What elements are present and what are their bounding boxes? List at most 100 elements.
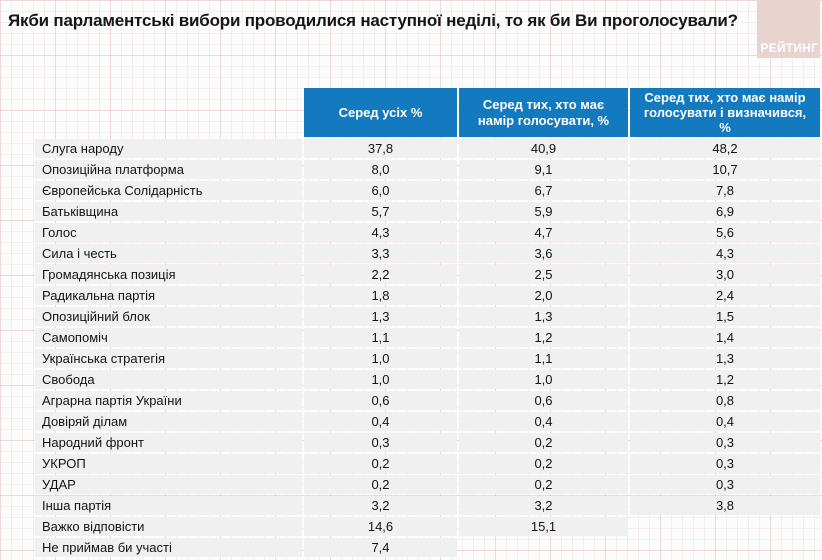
party-name-cell: Важко відповісти (35, 517, 302, 536)
party-name-cell: Свобода (35, 370, 302, 389)
table-row: УКРОП 0,2 0,2 0,3 (35, 454, 821, 473)
value-intend-cell: 0,4 (459, 412, 628, 431)
table-row: Народний фронт 0,3 0,2 0,3 (35, 433, 821, 452)
value-intend-cell: 4,7 (459, 223, 628, 242)
value-decided-cell: 1,3 (630, 349, 820, 368)
value-decided-cell: 1,2 (630, 370, 820, 389)
party-name-cell: Громадянська позиція (35, 265, 302, 284)
value-intend-cell: 6,7 (459, 181, 628, 200)
value-all-cell: 1,0 (304, 370, 457, 389)
value-all-cell: 5,7 (304, 202, 457, 221)
value-intend-cell: 15,1 (459, 517, 628, 536)
header-corner-spacer (35, 88, 302, 137)
value-all-cell: 0,2 (304, 454, 457, 473)
party-name-cell: Голос (35, 223, 302, 242)
value-decided-cell (630, 517, 820, 536)
value-intend-cell: 3,6 (459, 244, 628, 263)
value-all-cell: 0,2 (304, 475, 457, 494)
table-row: УДАР 0,2 0,2 0,3 (35, 475, 821, 494)
value-intend-cell: 40,9 (459, 139, 628, 158)
value-intend-cell: 2,0 (459, 286, 628, 305)
value-decided-cell: 0,3 (630, 433, 820, 452)
value-decided-cell: 1,5 (630, 307, 820, 326)
column-header-all: Серед усіх % (304, 88, 457, 137)
party-name-cell: Довіряй ділам (35, 412, 302, 431)
value-decided-cell: 0,3 (630, 454, 820, 473)
value-intend-cell: 1,2 (459, 328, 628, 347)
table-row: Голос 4,3 4,7 5,6 (35, 223, 821, 242)
party-name-cell: Сила і честь (35, 244, 302, 263)
table-header-row: Серед усіх % Серед тих, хто має намір го… (35, 88, 821, 137)
value-all-cell: 0,6 (304, 391, 457, 410)
table-body: Слуга народу 37,8 40,9 48,2 Опозиційна п… (35, 139, 821, 557)
value-intend-cell: 0,2 (459, 433, 628, 452)
value-intend-cell: 1,1 (459, 349, 628, 368)
party-name-cell: Не приймав би участі (35, 538, 302, 557)
table-row: Інша партія 3,2 3,2 3,8 (35, 496, 821, 515)
value-all-cell: 4,3 (304, 223, 457, 242)
table-row: Опозиційний блок 1,3 1,3 1,5 (35, 307, 821, 326)
column-header-decided: Серед тих, хто має намір голосувати і ви… (630, 88, 820, 137)
table-row: Слуга народу 37,8 40,9 48,2 (35, 139, 821, 158)
value-intend-cell: 1,0 (459, 370, 628, 389)
value-intend-cell: 5,9 (459, 202, 628, 221)
value-decided-cell: 0,8 (630, 391, 820, 410)
value-all-cell: 6,0 (304, 181, 457, 200)
table-row: Аграрна партія України 0,6 0,6 0,8 (35, 391, 821, 410)
value-all-cell: 37,8 (304, 139, 457, 158)
value-decided-cell: 0,3 (630, 475, 820, 494)
table-row: Не приймав би участі 7,4 (35, 538, 821, 557)
value-decided-cell: 1,4 (630, 328, 820, 347)
party-name-cell: Опозиційна платформа (35, 160, 302, 179)
value-decided-cell: 48,2 (630, 139, 820, 158)
table-row: Європейська Солідарність 6,0 6,7 7,8 (35, 181, 821, 200)
party-name-cell: Самопоміч (35, 328, 302, 347)
party-name-cell: Аграрна партія України (35, 391, 302, 410)
table-row: Громадянська позиція 2,2 2,5 3,0 (35, 265, 821, 284)
value-decided-cell: 0,4 (630, 412, 820, 431)
value-decided-cell: 7,8 (630, 181, 820, 200)
value-decided-cell: 5,6 (630, 223, 820, 242)
party-name-cell: Батьківщина (35, 202, 302, 221)
party-name-cell: Європейська Солідарність (35, 181, 302, 200)
value-all-cell: 7,4 (304, 538, 457, 557)
value-decided-cell: 2,4 (630, 286, 820, 305)
party-name-cell: Опозиційний блок (35, 307, 302, 326)
party-name-cell: Радикальна партія (35, 286, 302, 305)
table-row: Свобода 1,0 1,0 1,2 (35, 370, 821, 389)
value-intend-cell: 1,3 (459, 307, 628, 326)
column-header-intend: Серед тих, хто має намір голосувати, % (459, 88, 628, 137)
party-name-cell: УКРОП (35, 454, 302, 473)
value-all-cell: 3,3 (304, 244, 457, 263)
rating-logo: РЕЙТИНГ (757, 0, 820, 58)
value-all-cell: 14,6 (304, 517, 457, 536)
value-intend-cell: 2,5 (459, 265, 628, 284)
value-all-cell: 0,3 (304, 433, 457, 452)
party-name-cell: Інша партія (35, 496, 302, 515)
value-intend-cell: 0,2 (459, 475, 628, 494)
table-row: Радикальна партія 1,8 2,0 2,4 (35, 286, 821, 305)
value-decided-cell: 3,0 (630, 265, 820, 284)
value-all-cell: 8,0 (304, 160, 457, 179)
value-intend-cell: 0,2 (459, 454, 628, 473)
table-row: Батьківщина 5,7 5,9 6,9 (35, 202, 821, 221)
value-intend-cell: 9,1 (459, 160, 628, 179)
value-intend-cell: 0,6 (459, 391, 628, 410)
table-row: Самопоміч 1,1 1,2 1,4 (35, 328, 821, 347)
party-name-cell: Народний фронт (35, 433, 302, 452)
party-name-cell: Українська стратегія (35, 349, 302, 368)
value-intend-cell (459, 538, 628, 557)
value-all-cell: 1,0 (304, 349, 457, 368)
table-row: Сила і честь 3,3 3,6 4,3 (35, 244, 821, 263)
value-decided-cell: 6,9 (630, 202, 820, 221)
value-decided-cell: 10,7 (630, 160, 820, 179)
party-name-cell: Слуга народу (35, 139, 302, 158)
table-row: Опозиційна платформа 8,0 9,1 10,7 (35, 160, 821, 179)
table-row: Українська стратегія 1,0 1,1 1,3 (35, 349, 821, 368)
table-row: Важко відповісти 14,6 15,1 (35, 517, 821, 536)
value-intend-cell: 3,2 (459, 496, 628, 515)
table-row: Довіряй ділам 0,4 0,4 0,4 (35, 412, 821, 431)
value-all-cell: 1,3 (304, 307, 457, 326)
value-all-cell: 1,1 (304, 328, 457, 347)
page-title: Якби парламентські вибори проводилися на… (8, 11, 738, 30)
